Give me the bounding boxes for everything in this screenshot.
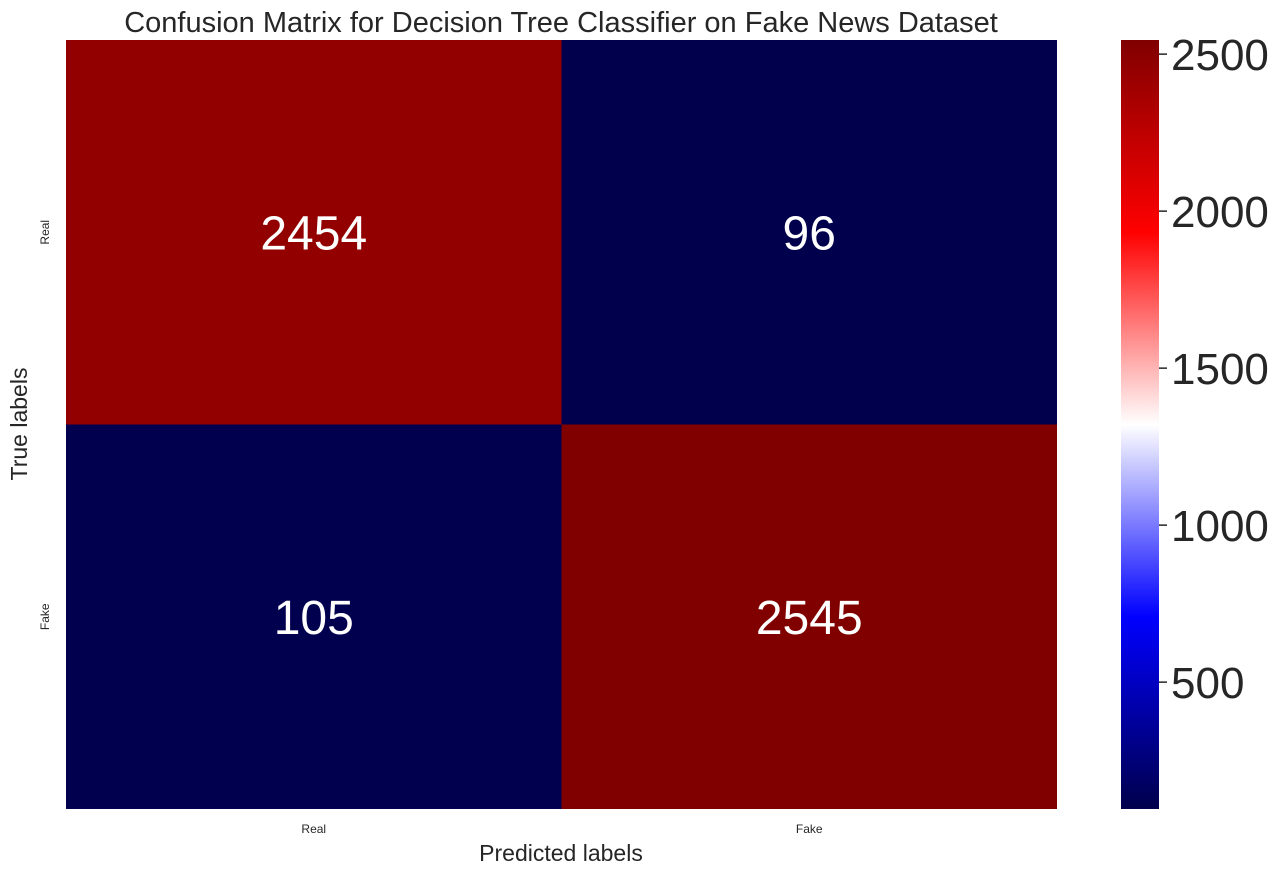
heatmap-cells bbox=[66, 40, 1057, 809]
x-axis-label: Predicted labels bbox=[479, 840, 643, 866]
cell-value-label: 96 bbox=[783, 207, 836, 260]
colorbar bbox=[1121, 40, 1159, 809]
colorbar-tick-label: 1500 bbox=[1171, 345, 1269, 394]
colorbar-tick-label: 1000 bbox=[1171, 502, 1269, 551]
cell-value-label: 2545 bbox=[756, 592, 863, 645]
cell-value-label: 105 bbox=[274, 592, 354, 645]
y-tick-label: Real bbox=[38, 220, 52, 245]
x-tick-label: Real bbox=[301, 822, 326, 836]
x-tick-labels: Real Fake bbox=[301, 822, 823, 836]
y-tick-label: Fake bbox=[38, 603, 52, 630]
colorbar-tick-label: 500 bbox=[1171, 659, 1244, 708]
heatmap-cell-fake-fake bbox=[561, 424, 1057, 809]
heatmap-cell-real-fake bbox=[561, 40, 1057, 425]
colorbar-tick-label: 2500 bbox=[1171, 31, 1269, 80]
heatmap-cell-labels: 2454 96 105 2545 bbox=[260, 207, 862, 645]
colorbar-ticks: 500 1000 1500 2000 2500 bbox=[1159, 31, 1269, 708]
heatmap-cell-real-real bbox=[66, 40, 562, 425]
chart-title: Confusion Matrix for Decision Tree Class… bbox=[124, 7, 998, 39]
colorbar-tick-label: 2000 bbox=[1171, 188, 1269, 237]
y-axis-label: True labels bbox=[6, 368, 32, 481]
heatmap-cell-fake-real bbox=[66, 424, 562, 809]
y-tick-labels: Real Fake bbox=[38, 220, 52, 630]
x-tick-label: Fake bbox=[796, 822, 823, 836]
cell-value-label: 2454 bbox=[260, 207, 367, 260]
